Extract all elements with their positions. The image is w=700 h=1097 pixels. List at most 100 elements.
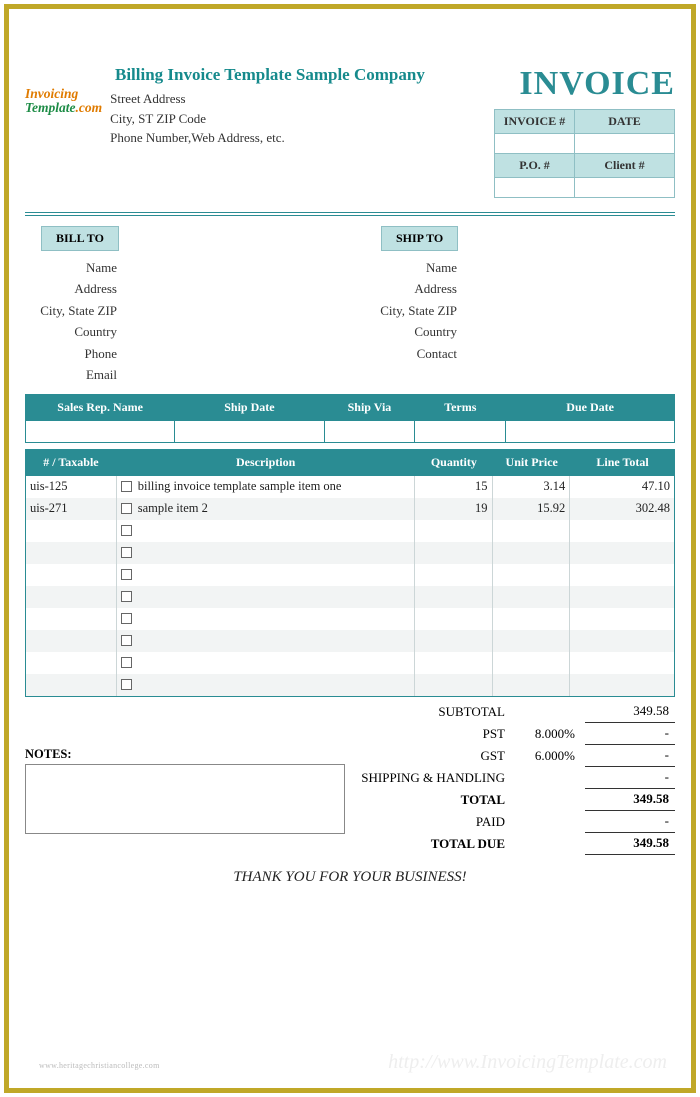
item-qty-cell[interactable] <box>415 674 493 696</box>
item-price-cell[interactable] <box>493 630 571 652</box>
item-price-cell[interactable]: 15.92 <box>493 498 571 520</box>
item-number-cell[interactable] <box>26 608 117 630</box>
item-qty-cell[interactable]: 19 <box>415 498 493 520</box>
meta-date-header: DATE <box>575 110 675 134</box>
credit-text: www.heritagechristiancollege.com <box>39 1061 160 1070</box>
item-price-cell[interactable] <box>493 652 571 674</box>
totals-label: SUBTOTAL <box>355 704 515 720</box>
item-qty-cell[interactable] <box>415 652 493 674</box>
taxable-checkbox[interactable] <box>121 657 132 668</box>
item-qty-cell[interactable] <box>415 630 493 652</box>
sales-bar-table: Sales Rep. NameShip DateShip ViaTermsDue… <box>25 394 675 443</box>
salesbar-cell[interactable] <box>324 420 415 442</box>
salesbar-cell[interactable] <box>415 420 506 442</box>
item-row <box>26 542 674 564</box>
meta-po-value[interactable] <box>495 178 575 198</box>
item-description-cell[interactable]: billing invoice template sample item one <box>117 476 415 498</box>
item-total-cell: 47.10 <box>570 476 674 498</box>
party-field-row: Phone <box>25 343 285 364</box>
salesbar-header: Ship Via <box>324 394 415 420</box>
item-total-cell <box>570 542 674 564</box>
taxable-checkbox[interactable] <box>121 503 132 514</box>
items-column-header: Description <box>116 449 415 475</box>
item-qty-cell[interactable] <box>415 586 493 608</box>
taxable-checkbox[interactable] <box>121 525 132 536</box>
address-line: Phone Number,Web Address, etc. <box>110 128 285 148</box>
thank-you-text: THANK YOU FOR YOUR BUSINESS! <box>25 869 675 886</box>
notes-block: NOTES: <box>25 701 345 855</box>
item-number-cell[interactable]: uis-125 <box>26 476 117 498</box>
salesbar-cell[interactable] <box>506 420 675 442</box>
item-price-cell[interactable] <box>493 564 571 586</box>
item-number-cell[interactable] <box>26 674 117 696</box>
item-total-cell: 302.48 <box>570 498 674 520</box>
salesbar-header: Due Date <box>506 394 675 420</box>
item-description-cell[interactable]: sample item 2 <box>117 498 415 520</box>
party-field-row: Address <box>25 278 285 299</box>
item-qty-cell[interactable] <box>415 608 493 630</box>
item-price-cell[interactable] <box>493 586 571 608</box>
item-price-cell[interactable] <box>493 674 571 696</box>
totals-value: 349.58 <box>585 789 675 811</box>
item-qty-cell[interactable]: 15 <box>415 476 493 498</box>
item-description-cell[interactable] <box>117 520 415 542</box>
item-price-cell[interactable] <box>493 608 571 630</box>
item-total-cell <box>570 674 674 696</box>
item-number-cell[interactable] <box>26 652 117 674</box>
item-total-cell <box>570 520 674 542</box>
item-number-cell[interactable] <box>26 586 117 608</box>
taxable-checkbox[interactable] <box>121 613 132 624</box>
item-price-cell[interactable] <box>493 542 571 564</box>
taxable-checkbox[interactable] <box>121 547 132 558</box>
items-column-header: Unit Price <box>493 449 571 475</box>
item-qty-cell[interactable] <box>415 542 493 564</box>
salesbar-cell[interactable] <box>26 420 175 442</box>
item-description-cell[interactable] <box>117 674 415 696</box>
bill-to-fields: NameAddressCity, State ZIPCountryPhoneEm… <box>25 257 285 386</box>
salesbar-header: Sales Rep. Name <box>26 394 175 420</box>
item-price-cell[interactable] <box>493 520 571 542</box>
totals-label: PAID <box>355 814 515 830</box>
taxable-checkbox[interactable] <box>121 569 132 580</box>
item-row: uis-271sample item 21915.92302.48 <box>26 498 674 520</box>
party-field-row: Address <box>365 278 625 299</box>
notes-box[interactable] <box>25 764 345 834</box>
party-field-label: Name <box>365 257 465 278</box>
taxable-checkbox[interactable] <box>121 481 132 492</box>
item-description-cell[interactable] <box>117 564 415 586</box>
meta-po-header: P.O. # <box>495 154 575 178</box>
item-description-cell[interactable] <box>117 630 415 652</box>
totals-value: - <box>585 745 675 767</box>
item-qty-cell[interactable] <box>415 564 493 586</box>
item-number-cell[interactable]: uis-271 <box>26 498 117 520</box>
item-description-cell[interactable] <box>117 608 415 630</box>
logo-line2: Template <box>25 100 76 115</box>
party-field-label: Phone <box>25 343 125 364</box>
taxable-checkbox[interactable] <box>121 679 132 690</box>
item-description-cell[interactable] <box>117 652 415 674</box>
taxable-checkbox[interactable] <box>121 635 132 646</box>
taxable-checkbox[interactable] <box>121 591 132 602</box>
totals-mid: 6.000% <box>515 748 585 764</box>
item-number-cell[interactable] <box>26 542 117 564</box>
item-number-cell[interactable] <box>26 630 117 652</box>
meta-invoice-number-value[interactable] <box>495 134 575 154</box>
salesbar-cell[interactable] <box>175 420 324 442</box>
meta-client-value[interactable] <box>575 178 675 198</box>
item-number-cell[interactable] <box>26 564 117 586</box>
meta-date-value[interactable] <box>575 134 675 154</box>
item-row <box>26 520 674 542</box>
item-price-cell[interactable]: 3.14 <box>493 476 571 498</box>
divider-rule <box>25 212 675 216</box>
item-qty-cell[interactable] <box>415 520 493 542</box>
totals-value: - <box>585 723 675 745</box>
item-description-cell[interactable] <box>117 542 415 564</box>
party-field-label: Name <box>25 257 125 278</box>
party-field-label: Country <box>365 321 465 342</box>
item-number-cell[interactable] <box>26 520 117 542</box>
item-description-cell[interactable] <box>117 586 415 608</box>
address-block: Street AddressCity, ST ZIP CodePhone Num… <box>110 89 285 148</box>
party-field-row: City, State ZIP <box>25 300 285 321</box>
item-description-text: billing invoice template sample item one <box>138 479 342 494</box>
party-field-row: Country <box>25 321 285 342</box>
